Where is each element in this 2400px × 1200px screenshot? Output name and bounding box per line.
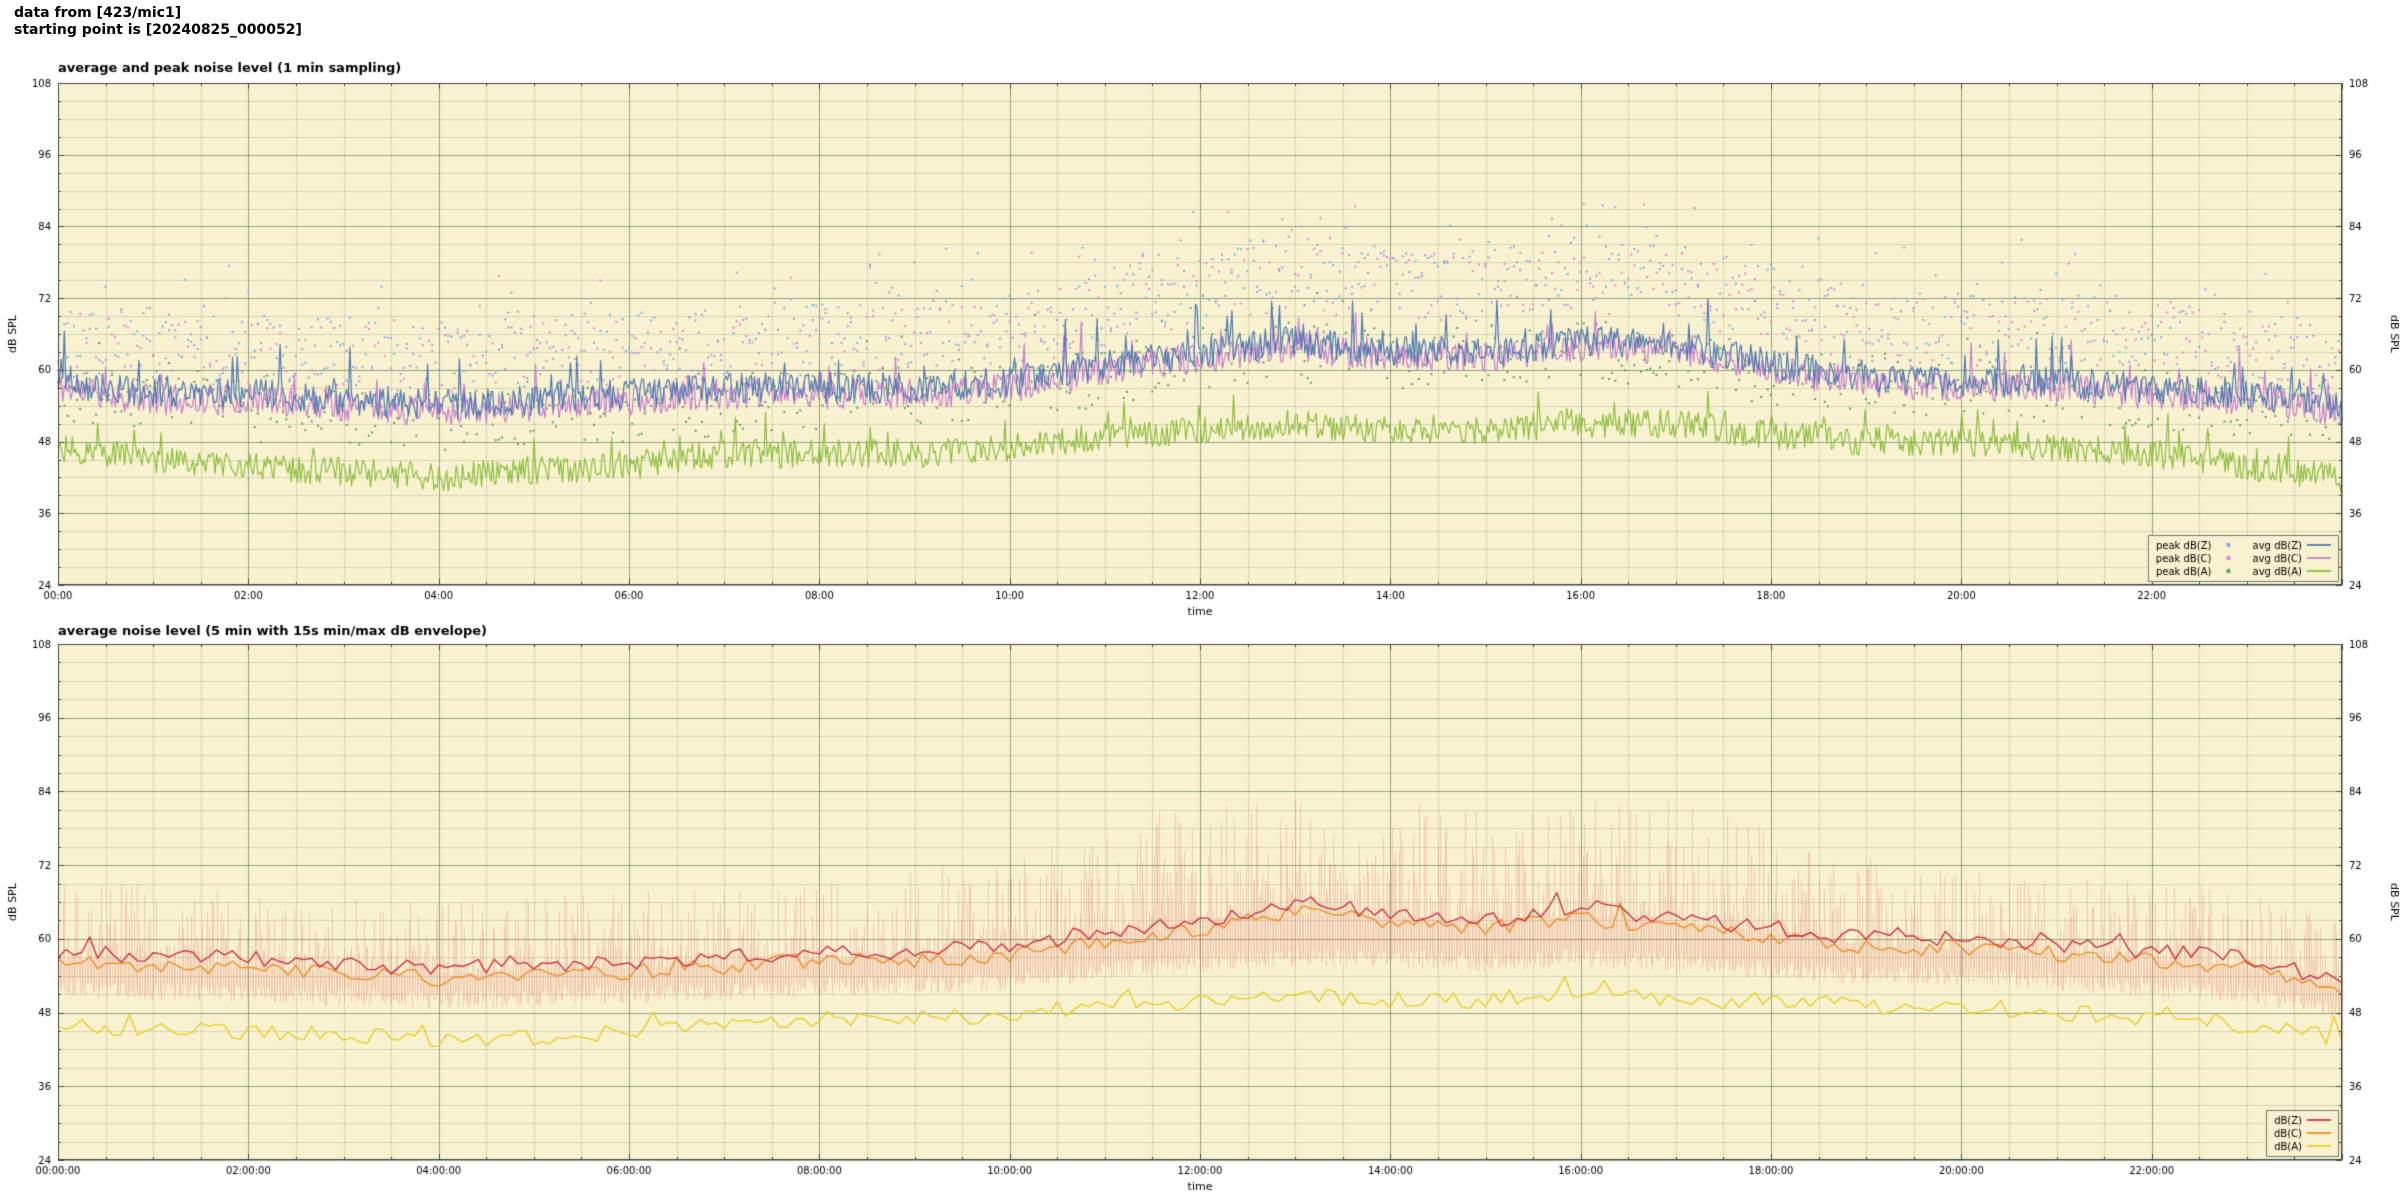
header: data from [423/mic1] starting point is [… [14,5,302,39]
header-starting-point: starting point is [20240825_000052] [14,22,302,38]
header-data-source: data from [423/mic1] [14,5,182,21]
avg-noise-envelope-chart [0,623,2400,1200]
avg-peak-noise-chart [0,38,2400,623]
